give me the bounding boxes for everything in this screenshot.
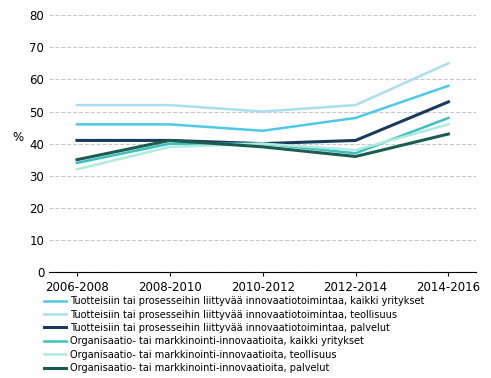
- Line: Organisaatio- tai markkinointi-innovaatioita, teollisuus: Organisaatio- tai markkinointi-innovaati…: [77, 124, 448, 169]
- Tuotteisiin tai prosesseihin liittyvää innovaatiotoimintaa, teollisuus: [260, 109, 266, 114]
- Organisaatio- tai markkinointi-innovaatioita, palvelut: [445, 132, 451, 136]
- Line: Organisaatio- tai markkinointi-innovaatioita, palvelut: Organisaatio- tai markkinointi-innovaati…: [77, 134, 448, 160]
- Tuotteisiin tai prosesseihin liittyvää innovaatiotoimintaa, kaikki yritykset: [260, 129, 266, 133]
- Line: Organisaatio- tai markkinointi-innovaatioita, kaikki yritykset: Organisaatio- tai markkinointi-innovaati…: [77, 118, 448, 163]
- Organisaatio- tai markkinointi-innovaatioita, teollisuus: [445, 122, 451, 127]
- Organisaatio- tai markkinointi-innovaatioita, palvelut: [353, 154, 358, 159]
- Organisaatio- tai markkinointi-innovaatioita, teollisuus: [74, 167, 80, 172]
- Legend: Tuotteisiin tai prosesseihin liittyvää innovaatiotoimintaa, kaikki yritykset, Tu: Tuotteisiin tai prosesseihin liittyvää i…: [44, 296, 425, 373]
- Organisaatio- tai markkinointi-innovaatioita, palvelut: [167, 138, 173, 143]
- Tuotteisiin tai prosesseihin liittyvää innovaatiotoimintaa, teollisuus: [74, 103, 80, 107]
- Organisaatio- tai markkinointi-innovaatioita, teollisuus: [167, 144, 173, 149]
- Organisaatio- tai markkinointi-innovaatioita, kaikki yritykset: [74, 161, 80, 165]
- Organisaatio- tai markkinointi-innovaatioita, teollisuus: [353, 148, 358, 152]
- Tuotteisiin tai prosesseihin liittyvää innovaatiotoimintaa, teollisuus: [167, 103, 173, 107]
- Tuotteisiin tai prosesseihin liittyvää innovaatiotoimintaa, palvelut: [74, 138, 80, 143]
- Tuotteisiin tai prosesseihin liittyvää innovaatiotoimintaa, teollisuus: [353, 103, 358, 107]
- Organisaatio- tai markkinointi-innovaatioita, palvelut: [74, 157, 80, 162]
- Line: Tuotteisiin tai prosesseihin liittyvää innovaatiotoimintaa, teollisuus: Tuotteisiin tai prosesseihin liittyvää i…: [77, 63, 448, 112]
- Line: Tuotteisiin tai prosesseihin liittyvää innovaatiotoimintaa, palvelut: Tuotteisiin tai prosesseihin liittyvää i…: [77, 102, 448, 144]
- Organisaatio- tai markkinointi-innovaatioita, kaikki yritykset: [445, 116, 451, 120]
- Organisaatio- tai markkinointi-innovaatioita, kaikki yritykset: [167, 141, 173, 146]
- Tuotteisiin tai prosesseihin liittyvää innovaatiotoimintaa, palvelut: [260, 141, 266, 146]
- Y-axis label: %: %: [13, 131, 24, 144]
- Organisaatio- tai markkinointi-innovaatioita, kaikki yritykset: [260, 141, 266, 146]
- Organisaatio- tai markkinointi-innovaatioita, teollisuus: [260, 141, 266, 146]
- Tuotteisiin tai prosesseihin liittyvää innovaatiotoimintaa, kaikki yritykset: [353, 116, 358, 120]
- Organisaatio- tai markkinointi-innovaatioita, kaikki yritykset: [353, 151, 358, 156]
- Organisaatio- tai markkinointi-innovaatioita, palvelut: [260, 144, 266, 149]
- Line: Tuotteisiin tai prosesseihin liittyvää innovaatiotoimintaa, kaikki yritykset: Tuotteisiin tai prosesseihin liittyvää i…: [77, 86, 448, 131]
- Tuotteisiin tai prosesseihin liittyvää innovaatiotoimintaa, teollisuus: [445, 61, 451, 65]
- Tuotteisiin tai prosesseihin liittyvää innovaatiotoimintaa, palvelut: [445, 99, 451, 104]
- Tuotteisiin tai prosesseihin liittyvää innovaatiotoimintaa, kaikki yritykset: [167, 122, 173, 127]
- Tuotteisiin tai prosesseihin liittyvää innovaatiotoimintaa, palvelut: [353, 138, 358, 143]
- Tuotteisiin tai prosesseihin liittyvää innovaatiotoimintaa, kaikki yritykset: [445, 84, 451, 88]
- Tuotteisiin tai prosesseihin liittyvää innovaatiotoimintaa, palvelut: [167, 138, 173, 143]
- Tuotteisiin tai prosesseihin liittyvää innovaatiotoimintaa, kaikki yritykset: [74, 122, 80, 127]
